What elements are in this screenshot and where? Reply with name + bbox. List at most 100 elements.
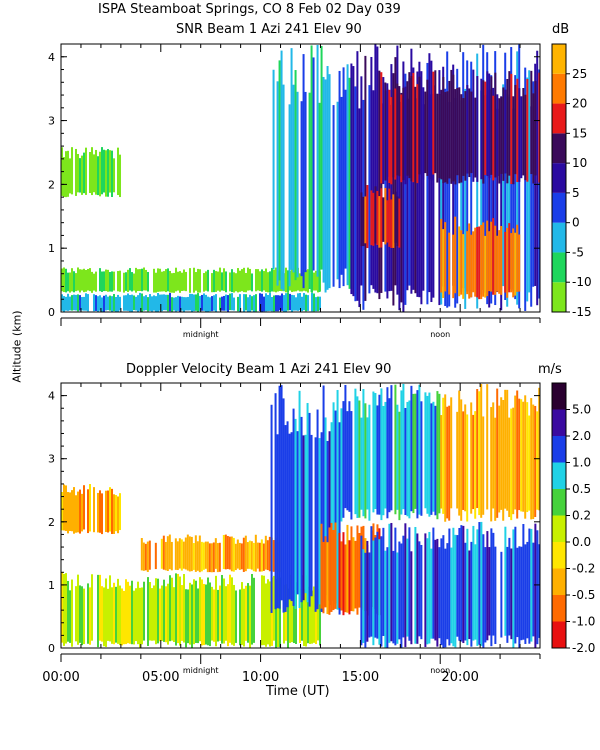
data-cell	[418, 61, 421, 298]
data-cell	[237, 268, 239, 293]
data-cell	[268, 536, 271, 572]
data-cell	[97, 492, 99, 533]
data-cell	[454, 89, 457, 185]
colorbar-tick-label: 15	[572, 126, 587, 140]
data-cell	[272, 69, 275, 270]
colorbar-tick-label: 1.0	[572, 456, 591, 470]
data-cell	[526, 77, 529, 302]
data-cell	[424, 533, 427, 648]
data-cell	[153, 268, 155, 293]
data-cell	[432, 85, 435, 298]
data-cell	[173, 297, 175, 311]
data-cell	[161, 294, 163, 312]
data-cell	[468, 88, 471, 178]
data-cell	[374, 44, 377, 293]
data-cell	[496, 108, 499, 293]
data-cell	[77, 491, 79, 533]
data-cell	[324, 79, 327, 293]
data-cell	[206, 541, 209, 573]
data-cell	[65, 151, 67, 198]
data-cell	[214, 538, 217, 569]
data-cell	[247, 267, 249, 291]
data-cell	[231, 293, 233, 311]
data-cell	[105, 294, 107, 311]
data-cell	[299, 293, 301, 311]
data-cell	[205, 271, 207, 291]
data-cell	[508, 223, 511, 293]
data-cell	[215, 271, 217, 292]
data-cell	[384, 187, 387, 245]
data-cell	[338, 70, 341, 289]
colorbar-segment	[552, 222, 566, 253]
data-cell	[478, 226, 481, 300]
data-cell	[95, 295, 97, 311]
data-cell	[344, 544, 347, 613]
data-cell	[416, 84, 419, 184]
data-cell	[63, 296, 65, 312]
data-cell	[229, 272, 231, 292]
data-cell	[404, 407, 407, 516]
data-cell	[448, 405, 451, 521]
data-cell	[408, 400, 411, 519]
data-cell	[486, 531, 489, 641]
data-cell	[298, 390, 301, 608]
data-cell	[111, 296, 113, 312]
data-cell	[358, 108, 361, 308]
colorbar-segment	[552, 595, 566, 622]
data-cell	[155, 272, 157, 293]
data-cell	[109, 575, 111, 642]
data-cell	[442, 397, 445, 514]
data-cell	[324, 417, 327, 596]
data-cell	[506, 389, 509, 511]
data-cell	[69, 158, 71, 194]
data-cell	[356, 525, 359, 615]
data-cell	[207, 269, 209, 292]
data-cell	[275, 267, 277, 293]
data-cell	[386, 83, 389, 177]
data-cell	[420, 401, 423, 516]
data-cell	[424, 91, 427, 174]
data-cell	[450, 397, 453, 509]
data-cell	[246, 542, 249, 569]
data-cell	[508, 96, 511, 290]
data-cell	[71, 268, 73, 292]
y-tick-label: 2	[48, 178, 55, 191]
data-cell	[462, 525, 465, 644]
data-cell	[317, 296, 319, 312]
data-cell	[169, 270, 171, 293]
data-cell	[133, 295, 135, 311]
data-cell	[472, 525, 475, 641]
data-cell	[464, 88, 467, 309]
data-cell	[153, 295, 155, 311]
data-cell	[294, 70, 297, 281]
data-cell	[139, 587, 141, 648]
data-cell	[460, 525, 463, 642]
data-cell	[354, 388, 357, 515]
data-cell	[522, 87, 525, 176]
data-cell	[498, 405, 501, 513]
data-cell	[274, 393, 277, 610]
data-cell	[269, 293, 271, 311]
data-cell	[364, 196, 367, 244]
data-cell	[482, 80, 485, 184]
data-cell	[131, 272, 133, 292]
data-cell	[446, 543, 449, 640]
data-cell	[428, 531, 431, 644]
colorbar-tick-label: 5	[572, 186, 580, 200]
colorbar-segment	[552, 462, 566, 489]
data-cell	[488, 89, 491, 178]
data-cell	[438, 547, 441, 639]
data-cell	[85, 147, 87, 195]
data-cell	[105, 578, 107, 647]
data-cell	[117, 496, 119, 534]
data-cell	[458, 226, 461, 297]
data-region	[340, 383, 441, 522]
data-cell	[185, 271, 187, 292]
data-cell	[181, 272, 183, 292]
data-cell	[93, 294, 95, 312]
data-cell	[462, 411, 465, 510]
data-cell	[520, 96, 523, 179]
data-cell	[482, 534, 485, 648]
data-cell	[344, 384, 347, 509]
data-cell	[364, 403, 367, 519]
